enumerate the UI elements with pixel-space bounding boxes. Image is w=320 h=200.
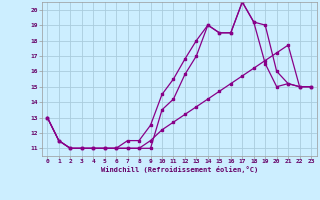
X-axis label: Windchill (Refroidissement éolien,°C): Windchill (Refroidissement éolien,°C)	[100, 166, 258, 173]
